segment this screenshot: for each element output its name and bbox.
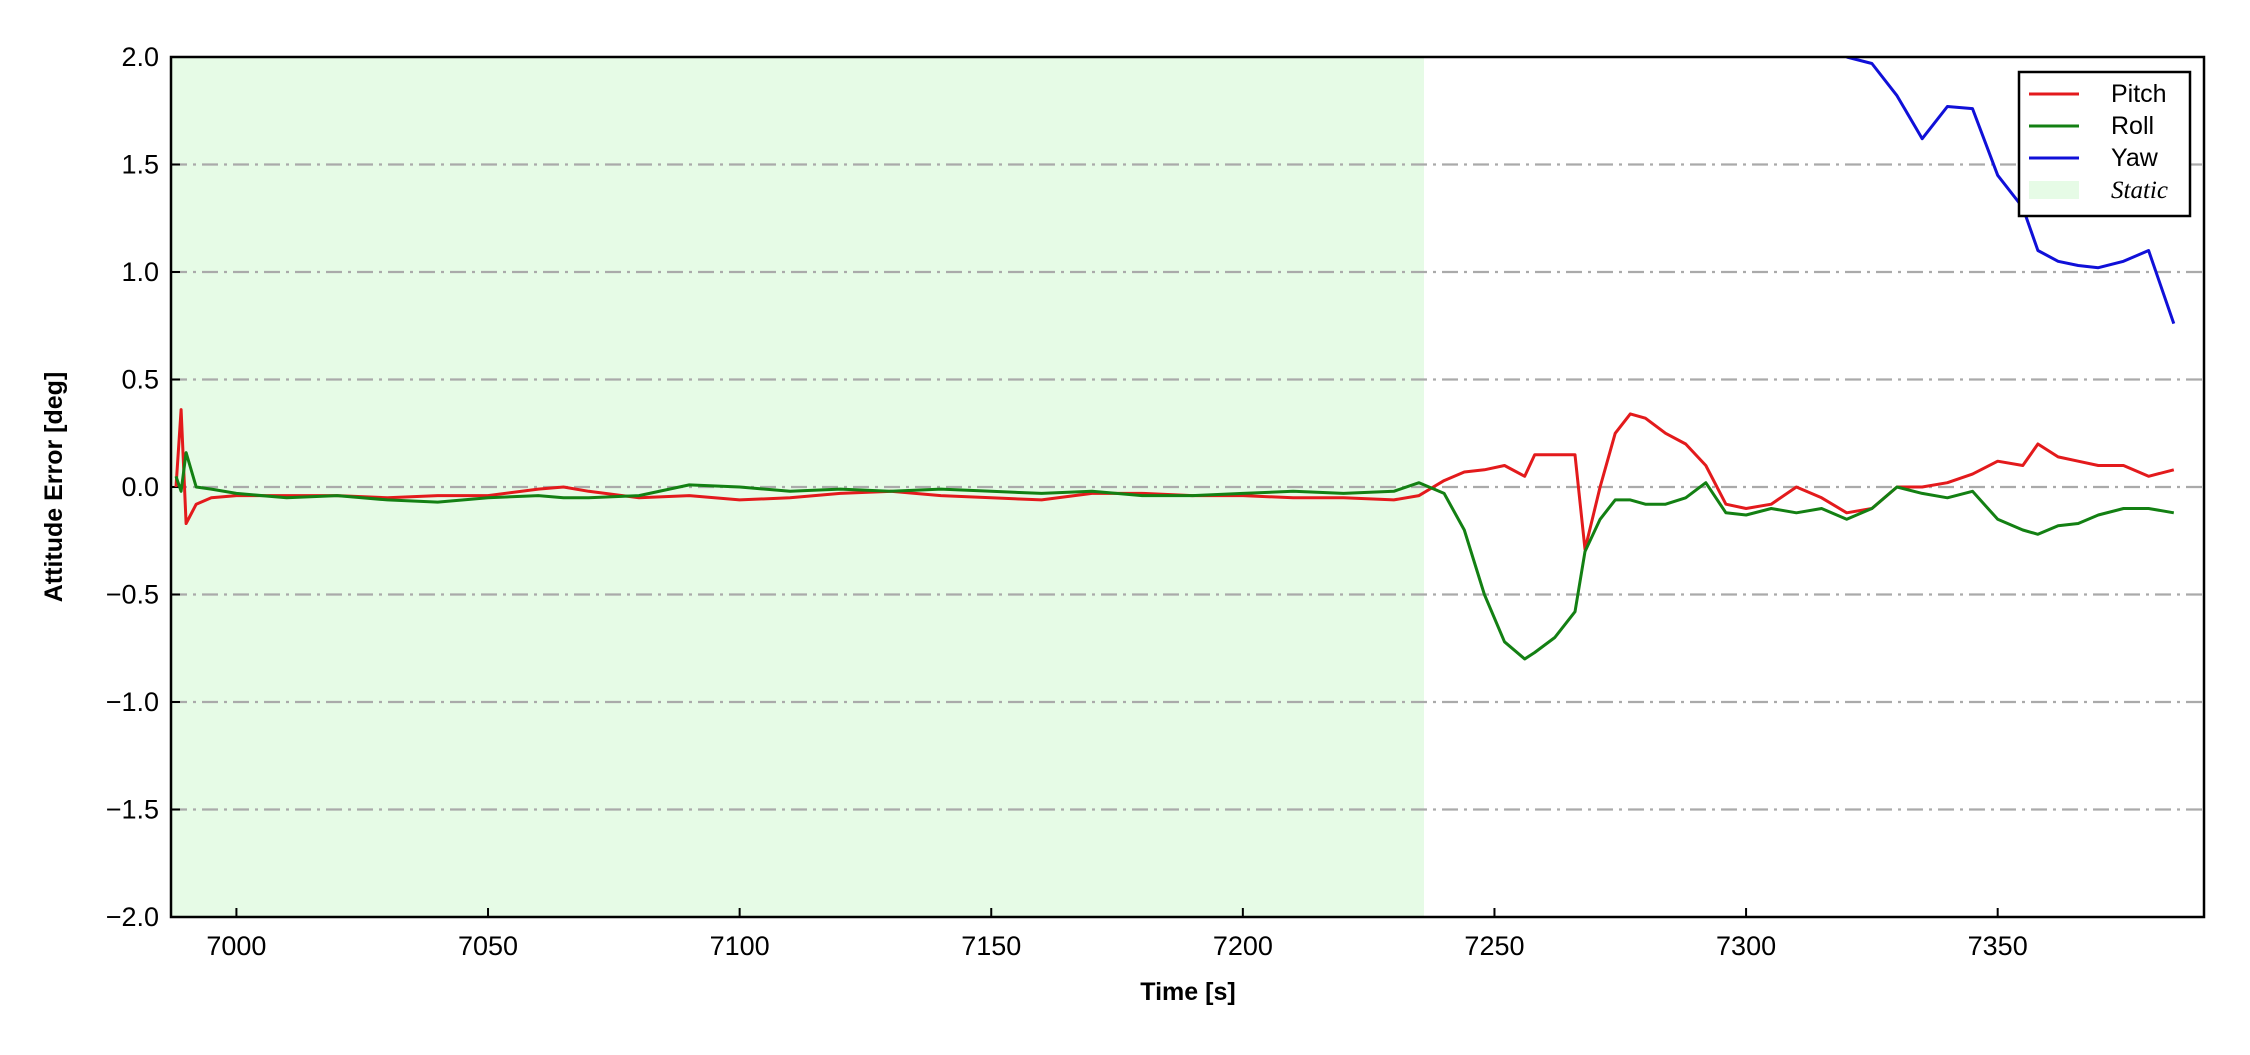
x-axis-label: Time [s] [1140, 978, 1235, 1006]
legend-label: Static [2111, 177, 2168, 204]
line [174, 451, 2175, 661]
y-tick-label: 2.0 [121, 42, 159, 72]
x-tick-label: 7050 [458, 931, 518, 961]
x-tick-label: 7350 [1968, 931, 2028, 961]
x-tick-label: 7300 [1716, 931, 1776, 961]
y-tick-label: −1.0 [106, 687, 159, 717]
y-tick-label: −2.0 [106, 902, 159, 932]
x-tick-label: 7150 [961, 931, 1021, 961]
y-tick-label: −0.5 [106, 580, 159, 610]
y-tick-label: 0.0 [121, 472, 159, 502]
x-tick-label: 7000 [206, 931, 266, 961]
legend-swatch [2029, 181, 2079, 199]
y-tick-label: 0.5 [121, 365, 159, 395]
y-tick-label: 1.5 [121, 150, 159, 180]
x-tick-label: 7200 [1213, 931, 1273, 961]
x-tick-label: 7250 [1464, 931, 1524, 961]
y-tick-label: 1.0 [121, 257, 159, 287]
plot-frame [169, 55, 2206, 919]
legend-label: Yaw [2111, 144, 2159, 172]
line [174, 408, 2175, 551]
y-tick-label: −1.5 [106, 795, 159, 825]
legend-label: Roll [2111, 112, 2154, 140]
legend-label: Pitch [2111, 80, 2167, 108]
x-tick-label: 7100 [710, 931, 770, 961]
y-axis-label: Attitude Error [deg] [40, 372, 68, 603]
